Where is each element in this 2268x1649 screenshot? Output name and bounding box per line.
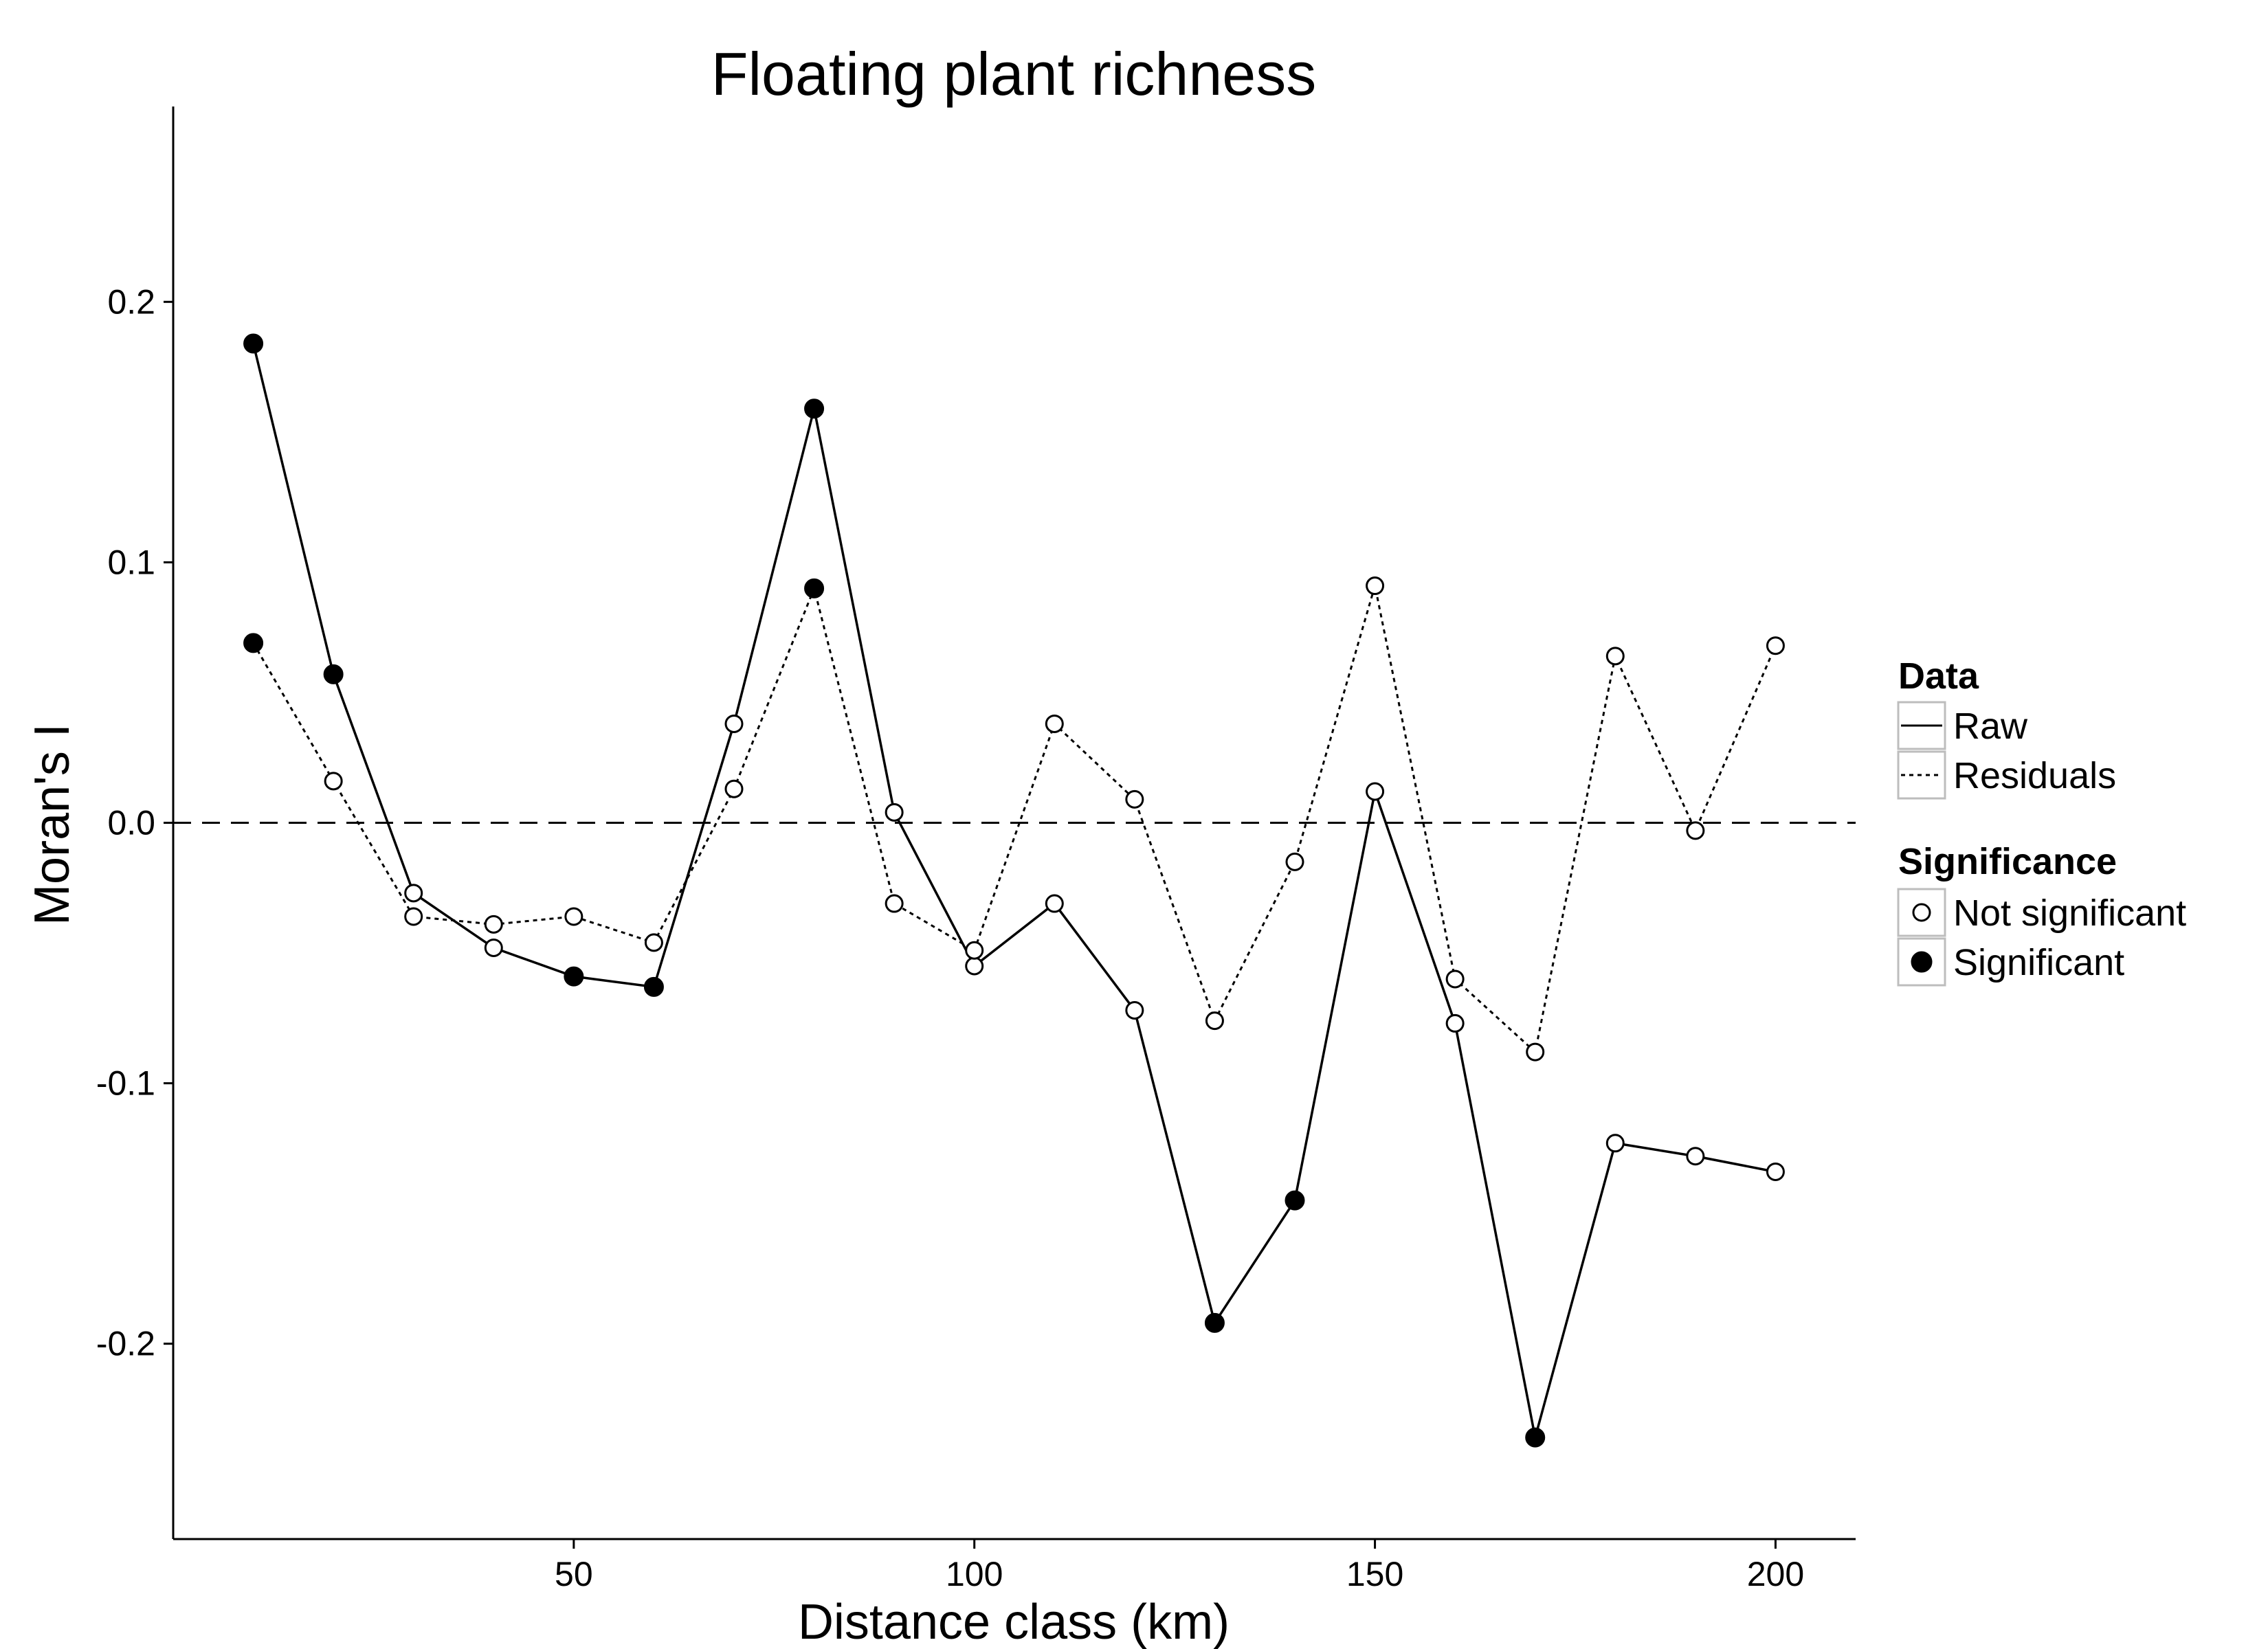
data-point-residuals: [404, 907, 423, 926]
data-point-raw: [1045, 894, 1064, 913]
y-axis-title: Moran's I: [25, 723, 80, 926]
data-point-residuals: [1125, 789, 1144, 809]
data-point-residuals: [804, 578, 825, 598]
data-point-residuals: [1686, 821, 1705, 840]
data-point-raw: [1204, 1312, 1225, 1333]
x-tick-label: 100: [946, 1555, 1003, 1593]
data-point-residuals: [644, 933, 663, 952]
data-point-residuals: [564, 907, 583, 926]
legend: Data Raw Residuals Significance Not sign…: [1897, 655, 2186, 987]
data-point-raw: [1285, 1190, 1305, 1211]
series-lines: [252, 343, 1777, 1438]
data-point-raw: [1605, 1134, 1625, 1153]
x-axis-title: Distance class (km): [798, 1595, 1230, 1649]
data-point-residuals: [1766, 636, 1785, 655]
data-point-raw: [484, 938, 503, 957]
data-point-raw: [1445, 1013, 1465, 1033]
y-tick-label: -0.1: [96, 1064, 155, 1103]
data-point-raw: [643, 976, 664, 997]
legend-significance-title: Significance: [1898, 841, 2117, 882]
data-point-residuals: [724, 779, 744, 798]
data-point-residuals: [1445, 969, 1465, 989]
data-point-raw: [1125, 1000, 1144, 1020]
legend-label-significant: Significant: [1953, 942, 2124, 983]
data-point-residuals: [1526, 1042, 1545, 1062]
data-point-residuals: [1605, 647, 1625, 666]
x-tick-label: 50: [555, 1555, 593, 1593]
data-point-residuals: [243, 633, 264, 653]
y-tick-label: 0.0: [107, 804, 155, 842]
data-point-raw: [1766, 1162, 1785, 1181]
x-tick-label: 200: [1747, 1555, 1804, 1593]
data-point-raw: [404, 884, 423, 903]
data-point-raw: [1686, 1147, 1705, 1166]
chart-title: Floating plant richness: [711, 40, 1316, 108]
data-point-residuals: [1205, 1011, 1224, 1031]
data-point-residuals: [885, 894, 904, 913]
data-point-residuals: [1045, 714, 1064, 733]
data-point-raw: [965, 956, 984, 976]
data-point-residuals: [965, 941, 984, 960]
series-line-raw: [252, 343, 1776, 1438]
series-line-residuals: [252, 585, 1777, 1054]
y-tick-label: -0.2: [96, 1325, 155, 1363]
data-point-raw: [323, 664, 344, 684]
data-point-raw: [243, 333, 264, 354]
data-point-residuals: [324, 772, 343, 791]
series-points: [243, 333, 1785, 1448]
data-point-raw: [1525, 1427, 1546, 1448]
legend-label-raw: Raw: [1953, 706, 2028, 747]
data-point-raw: [724, 714, 744, 733]
legend-not-significant-marker: [1912, 903, 1931, 922]
data-point-raw: [804, 399, 825, 419]
data-point-raw: [1366, 782, 1385, 801]
legend-label-residuals: Residuals: [1953, 755, 2116, 796]
data-point-raw: [885, 803, 904, 822]
data-point-residuals: [1285, 852, 1304, 871]
data-point-raw: [564, 966, 584, 987]
data-point-residuals: [484, 915, 503, 934]
axis-ticks: -0.2 -0.1 0.0 0.1 0.2 50 100 150 200: [96, 282, 1804, 1593]
data-point-residuals: [1366, 576, 1385, 596]
legend-significant-marker: [1911, 951, 1933, 973]
y-tick-label: 0.1: [107, 543, 155, 581]
x-tick-label: 150: [1346, 1555, 1403, 1593]
legend-label-not-significant: Not significant: [1953, 893, 2186, 934]
y-tick-label: 0.2: [107, 282, 155, 321]
legend-data-title: Data: [1898, 655, 1979, 697]
